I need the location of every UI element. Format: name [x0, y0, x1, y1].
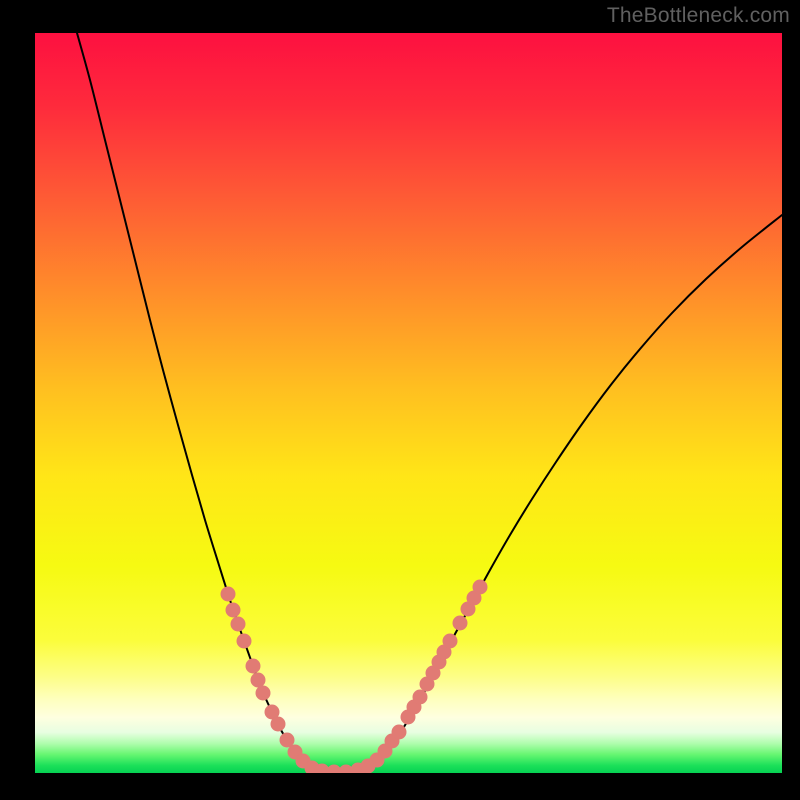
bead-marker [413, 690, 428, 705]
bead-marker [256, 686, 271, 701]
bead-marker [246, 659, 261, 674]
chart-container: TheBottleneck.com [0, 0, 800, 800]
bead-marker [221, 587, 236, 602]
chart-svg [35, 33, 782, 773]
bead-marker [271, 717, 286, 732]
watermark-text: TheBottleneck.com [607, 4, 790, 28]
bead-marker [392, 725, 407, 740]
bead-marker [473, 580, 488, 595]
bead-marker [251, 673, 266, 688]
bead-marker [237, 634, 252, 649]
curve-left-branch [77, 33, 338, 772]
bead-markers [221, 580, 488, 774]
bead-marker [443, 634, 458, 649]
curve-right-branch [338, 215, 782, 772]
bead-marker [453, 616, 468, 631]
chart-plot-area [35, 33, 782, 773]
bead-marker [226, 603, 241, 618]
bead-marker [231, 617, 246, 632]
